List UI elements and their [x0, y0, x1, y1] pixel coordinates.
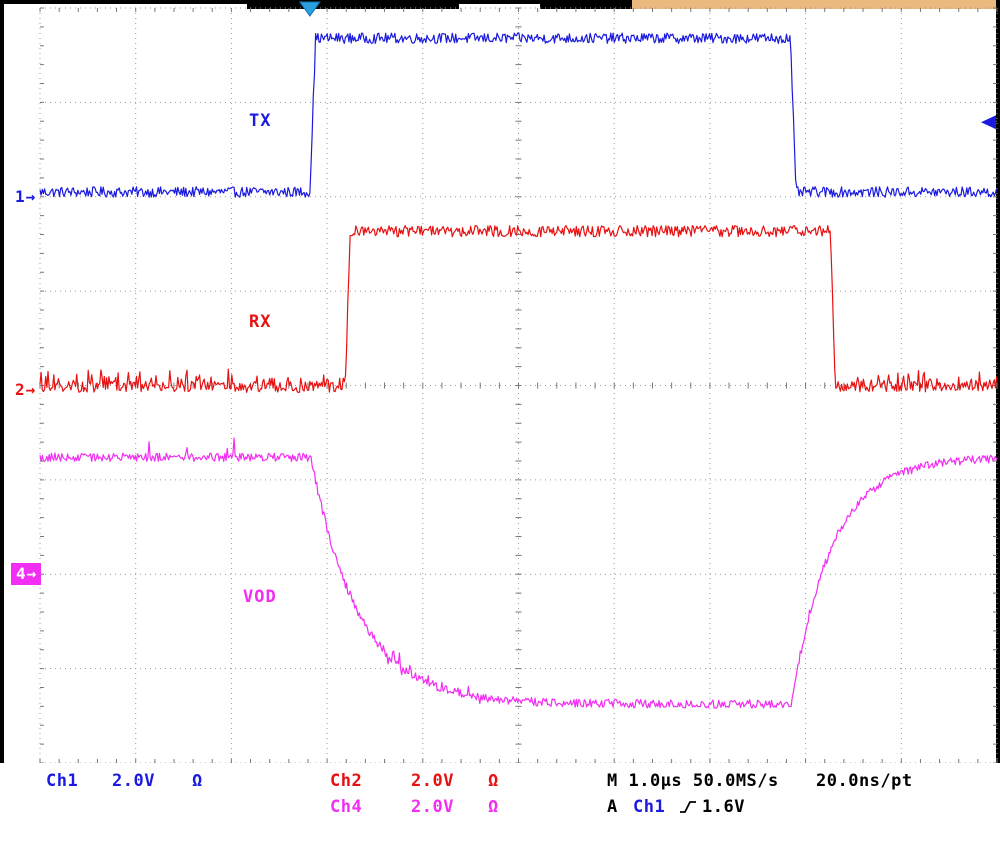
ch4-readout-scale: 2.0V	[411, 797, 454, 817]
trace-rx	[39, 225, 998, 393]
ch1-readout-scale: 2.0V	[112, 771, 155, 791]
trace-label-rx: RX	[249, 312, 272, 332]
top-bar-fragment	[540, 0, 632, 9]
trigger-level-readout: 1.6V	[702, 797, 745, 817]
ch1-readout-name: Ch1	[46, 771, 79, 791]
ch4-zero-marker[interactable]: 4 →	[11, 563, 42, 585]
trigger-position-marker[interactable]	[298, 1, 321, 17]
resolution-readout: 20.0ns/pt	[816, 771, 913, 791]
ch2-marker-number: 2	[15, 380, 25, 399]
ch2-readout-name: Ch2	[330, 771, 363, 791]
right-arrow-icon: →	[25, 380, 36, 399]
right-arrow-icon: →	[25, 187, 36, 206]
ch4-readout-name: Ch4	[330, 797, 363, 817]
ch1-marker-number: 1	[15, 187, 25, 206]
trace-label-vod: VOD	[243, 587, 277, 607]
top-bar-fragment	[247, 0, 459, 9]
trigger-level-marker[interactable]	[981, 115, 996, 130]
status-bar: Ch1 2.0V Ω Ch2 2.0V Ω Ch4 2.0V Ω M 1.0µs…	[0, 763, 1000, 843]
ch2-readout-coupling: Ω	[488, 771, 499, 791]
rising-edge-icon	[680, 801, 696, 813]
trigger-mode-readout: A	[607, 797, 618, 817]
trace-vod	[39, 437, 998, 709]
top-strip-accent	[632, 0, 996, 9]
trigger-source-readout: Ch1	[633, 797, 666, 817]
trace-tx	[39, 32, 998, 198]
right-arrow-icon: →	[26, 564, 37, 583]
ch1-zero-marker[interactable]: 1 →	[15, 187, 35, 206]
ch4-readout-coupling: Ω	[488, 797, 499, 817]
trace-label-tx: TX	[249, 111, 272, 131]
ch4-marker-number: 4	[16, 564, 26, 583]
ch1-readout-coupling: Ω	[192, 771, 203, 791]
ch2-zero-marker[interactable]: 2 →	[15, 380, 35, 399]
timebase-readout: M 1.0µs 50.0MS/s	[607, 771, 779, 791]
ch2-readout-scale: 2.0V	[411, 771, 454, 791]
